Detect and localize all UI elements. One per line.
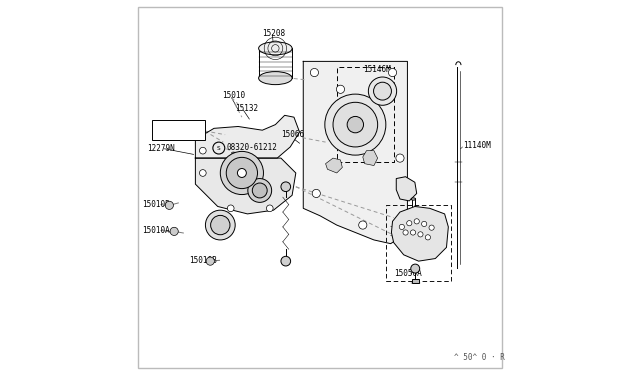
- Text: S: S: [217, 145, 221, 151]
- Text: ^ 50^ 0 · R: ^ 50^ 0 · R: [454, 353, 505, 362]
- Circle shape: [310, 68, 319, 77]
- Circle shape: [337, 85, 344, 93]
- Text: 15066: 15066: [281, 130, 304, 139]
- Circle shape: [220, 151, 264, 195]
- Ellipse shape: [411, 198, 415, 200]
- Circle shape: [396, 154, 404, 162]
- Circle shape: [281, 182, 291, 192]
- Text: PLUGプラグ（１）: PLUGプラグ（１）: [154, 131, 191, 137]
- Ellipse shape: [259, 42, 292, 55]
- Circle shape: [399, 224, 404, 230]
- Ellipse shape: [259, 72, 292, 85]
- Circle shape: [252, 183, 267, 198]
- Circle shape: [211, 215, 230, 235]
- Circle shape: [200, 147, 206, 154]
- Text: 08320-61212: 08320-61212: [227, 143, 277, 152]
- Text: 11140M: 11140M: [463, 141, 491, 150]
- Circle shape: [406, 221, 412, 226]
- Text: 15010B: 15010B: [142, 200, 170, 209]
- Text: 15132: 15132: [235, 104, 259, 113]
- Text: 15050A: 15050A: [394, 269, 422, 278]
- Circle shape: [237, 169, 246, 177]
- Circle shape: [170, 227, 179, 235]
- Circle shape: [312, 189, 321, 198]
- Circle shape: [403, 230, 408, 235]
- Text: 15208: 15208: [262, 29, 285, 38]
- Circle shape: [206, 257, 214, 265]
- Circle shape: [266, 205, 273, 212]
- Bar: [152, 120, 205, 140]
- Circle shape: [410, 230, 415, 235]
- Text: 12279N: 12279N: [147, 144, 174, 153]
- Circle shape: [333, 102, 378, 147]
- Polygon shape: [303, 61, 408, 244]
- Circle shape: [425, 235, 431, 240]
- Circle shape: [281, 256, 291, 266]
- Text: 15010: 15010: [223, 92, 246, 100]
- Bar: [412, 279, 419, 283]
- Circle shape: [165, 201, 173, 209]
- Circle shape: [248, 179, 271, 202]
- Text: 15010A: 15010A: [142, 226, 170, 235]
- Circle shape: [227, 205, 234, 212]
- Text: 00933-1161A: 00933-1161A: [154, 123, 198, 129]
- Circle shape: [347, 116, 364, 133]
- Polygon shape: [195, 158, 296, 214]
- Circle shape: [422, 221, 427, 227]
- Circle shape: [418, 232, 423, 237]
- Polygon shape: [396, 177, 417, 201]
- Text: 15146M: 15146M: [364, 65, 391, 74]
- Circle shape: [200, 170, 206, 176]
- Circle shape: [325, 94, 386, 155]
- Polygon shape: [363, 151, 378, 166]
- Polygon shape: [392, 206, 449, 261]
- Circle shape: [369, 77, 397, 105]
- Circle shape: [414, 219, 419, 224]
- Text: 15053: 15053: [392, 221, 415, 230]
- Circle shape: [388, 68, 397, 77]
- Text: 15050: 15050: [392, 230, 415, 239]
- Circle shape: [358, 221, 367, 229]
- Polygon shape: [326, 158, 342, 173]
- Circle shape: [374, 82, 392, 100]
- Polygon shape: [195, 115, 300, 158]
- Text: 15010B: 15010B: [189, 256, 217, 265]
- Circle shape: [411, 264, 420, 273]
- Circle shape: [429, 225, 434, 230]
- Text: （５）: （５）: [231, 151, 243, 158]
- Circle shape: [205, 210, 235, 240]
- Circle shape: [227, 157, 257, 189]
